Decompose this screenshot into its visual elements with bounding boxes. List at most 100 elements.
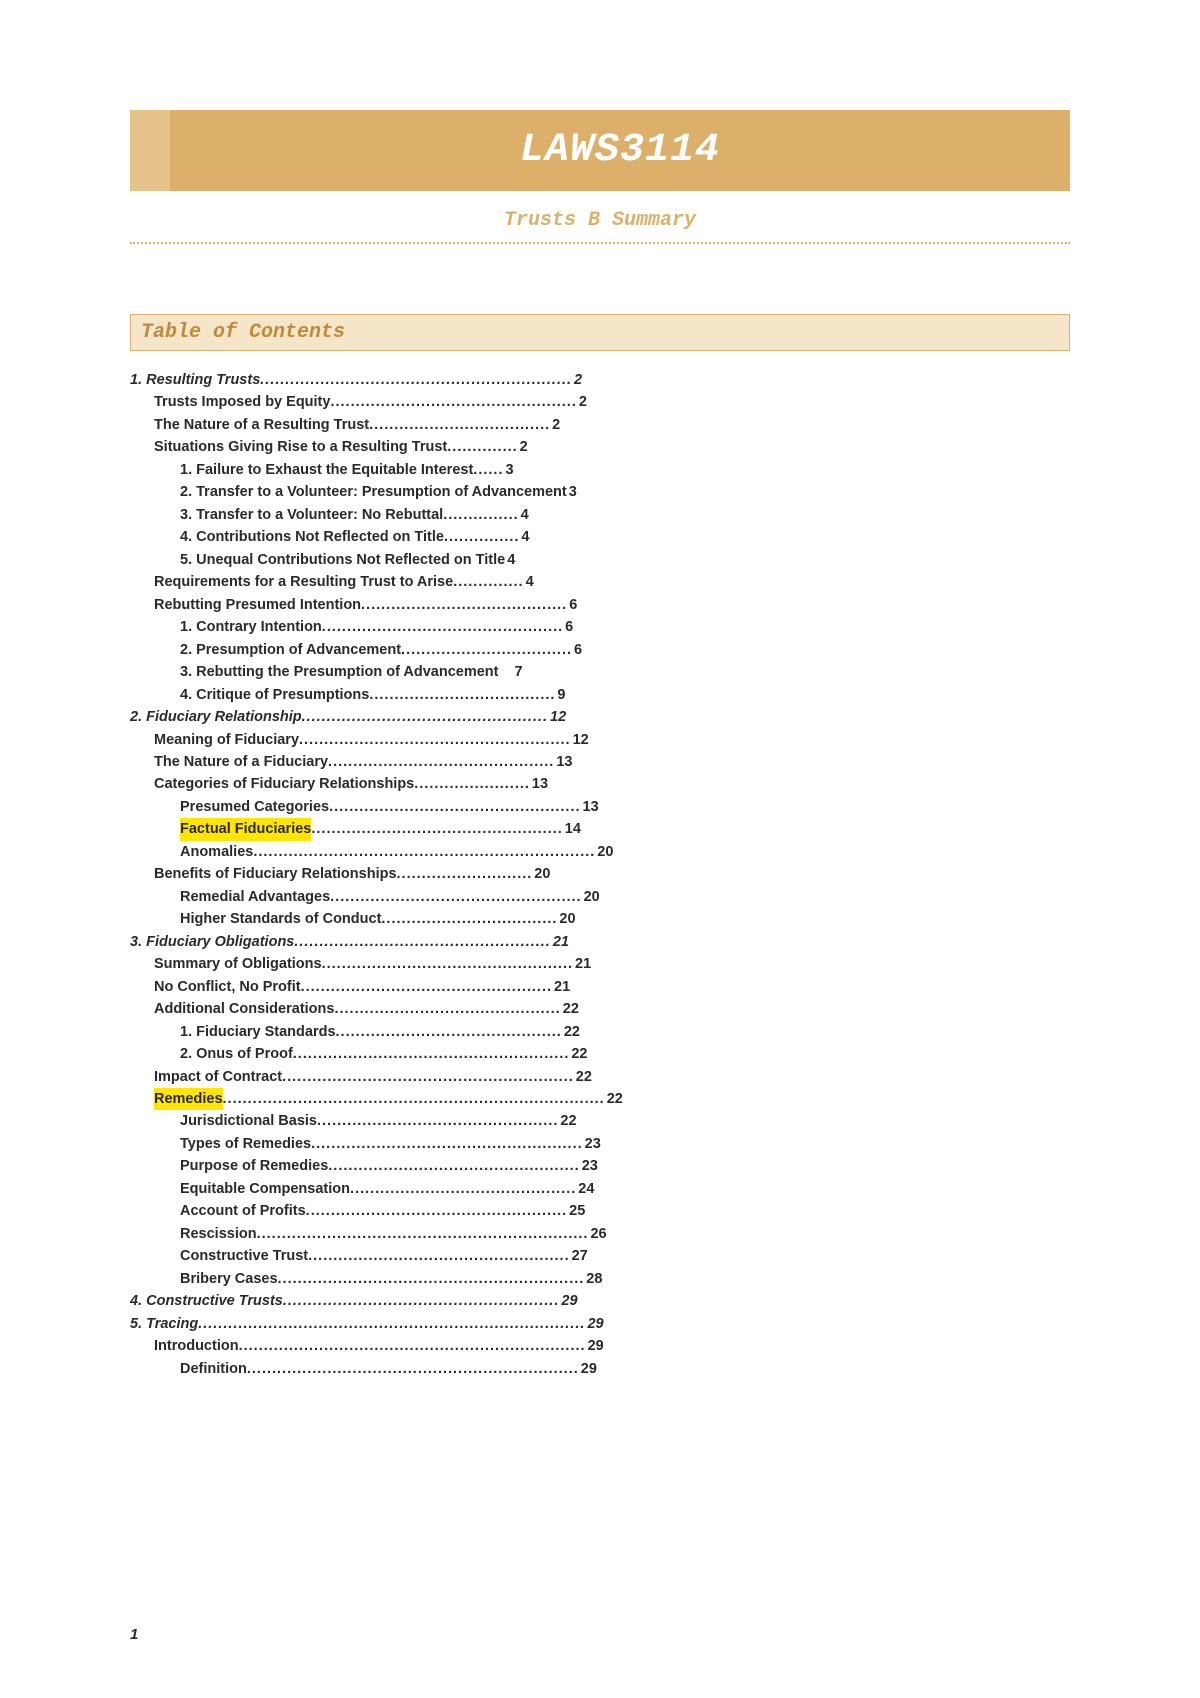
toc-leader: ........................................… [283, 1290, 560, 1312]
toc-label: Summary of Obligations [154, 953, 322, 975]
toc-label: Anomalies [180, 841, 253, 863]
table-of-contents: 1. Resulting Trusts.....................… [130, 369, 1070, 1380]
toc-leader: ........................................… [253, 841, 595, 863]
toc-label: Remedial Advantages [180, 886, 330, 908]
toc-label: 2. Presumption of Advancement [180, 639, 401, 661]
toc-entry: Categories of Fiduciary Relationships...… [154, 773, 1070, 795]
toc-leader: ........................................… [350, 1178, 576, 1200]
toc-label: 5. Unequal Contributions Not Reflected o… [180, 549, 505, 571]
toc-label: Meaning of Fiduciary [154, 729, 299, 751]
toc-page: 2 [518, 436, 528, 458]
toc-label: Jurisdictional Basis [180, 1110, 317, 1132]
toc-page: 26 [588, 1223, 606, 1245]
toc-page: 6 [567, 594, 577, 616]
toc-label: Benefits of Fiduciary Relationships [154, 863, 397, 885]
toc-page: 7 [513, 661, 523, 683]
toc-leader: .................................... [369, 414, 550, 436]
toc-entry: Trusts Imposed by Equity................… [154, 391, 1070, 413]
toc-page: 13 [581, 796, 599, 818]
toc-leader: ........................................… [330, 391, 576, 413]
toc-leader: ..................................... [369, 684, 555, 706]
toc-entry: 4. Critique of Presumptions.............… [180, 684, 1070, 706]
toc-label: Purpose of Remedies [180, 1155, 328, 1177]
toc-page: 12 [571, 729, 589, 751]
toc-leader: ........................... [397, 863, 533, 885]
toc-entry: 2. Fiduciary Relationship...............… [130, 706, 1070, 728]
toc-page: 28 [584, 1268, 602, 1290]
toc-page: 29 [559, 1290, 577, 1312]
toc-leader: ........................................… [322, 616, 563, 638]
toc-leader: ............... [443, 504, 518, 526]
toc-label: 3. Transfer to a Volunteer: No Rebuttal [180, 504, 443, 526]
toc-entry: Bribery Cases...........................… [180, 1268, 1070, 1290]
toc-label: Impact of Contract [154, 1066, 282, 1088]
toc-leader: ........................................… [329, 796, 580, 818]
toc-entry: Benefits of Fiduciary Relationships.....… [154, 863, 1070, 885]
toc-label: The Nature of a Resulting Trust [154, 414, 369, 436]
toc-label: 1. Resulting Trusts [130, 369, 260, 391]
toc-entry: 2. Presumption of Advancement...........… [180, 639, 1070, 661]
toc-page: 21 [552, 976, 570, 998]
toc-leader: ........................................… [308, 1245, 570, 1267]
toc-page: 29 [586, 1335, 604, 1357]
toc-entry: Rebutting Presumed Intention............… [154, 594, 1070, 616]
toc-leader: ................................... [381, 908, 557, 930]
title-banner: LAWS3114 [130, 110, 1070, 191]
toc-label: 2. Fiduciary Relationship [130, 706, 302, 728]
toc-leader: ........................................… [336, 1021, 562, 1043]
toc-label: Factual Fiduciaries [180, 818, 311, 840]
toc-page: 3 [503, 459, 513, 481]
toc-page: 29 [585, 1313, 603, 1335]
toc-page: 3 [567, 481, 577, 503]
toc-page: 27 [570, 1245, 588, 1267]
toc-leader: .............. [447, 436, 517, 458]
toc-label: No Conflict, No Profit [154, 976, 301, 998]
course-code: LAWS3114 [520, 128, 720, 173]
toc-label: 4. Contributions Not Reflected on Title [180, 526, 444, 548]
toc-leader: ........................................… [239, 1335, 586, 1357]
toc-entry: Impact of Contract......................… [154, 1066, 1070, 1088]
toc-label: Remedies [154, 1088, 223, 1110]
toc-label: Constructive Trust [180, 1245, 308, 1267]
toc-leader: ........................................… [322, 953, 573, 975]
toc-leader: ........................................… [328, 751, 554, 773]
toc-entry: The Nature of a Fiduciary...............… [154, 751, 1070, 773]
toc-entry: Types of Remedies.......................… [180, 1133, 1070, 1155]
toc-leader: ........................................… [311, 818, 562, 840]
toc-page: 21 [573, 953, 591, 975]
toc-entry: 1. Contrary Intention...................… [180, 616, 1070, 638]
toc-entry: Constructive Trust......................… [180, 1245, 1070, 1267]
toc-page: 25 [567, 1200, 585, 1222]
toc-page: 4 [519, 504, 529, 526]
toc-page: 23 [583, 1133, 601, 1155]
toc-page: 4 [505, 549, 515, 571]
toc-entry: Jurisdictional Basis....................… [180, 1110, 1070, 1132]
toc-entry: No Conflict, No Profit..................… [154, 976, 1070, 998]
toc-page: 22 [569, 1043, 587, 1065]
toc-leader: ........................................… [330, 886, 581, 908]
toc-leader: ........................................… [317, 1110, 558, 1132]
toc-label: Introduction [154, 1335, 239, 1357]
toc-entry: Additional Considerations...............… [154, 998, 1070, 1020]
toc-entry: Situations Giving Rise to a Resulting Tr… [154, 436, 1070, 458]
toc-entry: Rescission..............................… [180, 1223, 1070, 1245]
toc-label: Rebutting Presumed Intention [154, 594, 361, 616]
toc-leader: ............... [444, 526, 519, 548]
toc-page: 22 [562, 1021, 580, 1043]
toc-label: 4. Critique of Presumptions [180, 684, 369, 706]
toc-label: Situations Giving Rise to a Resulting Tr… [154, 436, 447, 458]
toc-entry: 3. Rebutting the Presumption of Advancem… [180, 661, 1070, 683]
toc-leader: ........................................… [293, 1043, 570, 1065]
toc-entry: 3. Fiduciary Obligations................… [130, 931, 1070, 953]
toc-page: 6 [563, 616, 573, 638]
document-page: LAWS3114 Trusts B Summary Table of Conte… [0, 0, 1200, 1440]
toc-leader: .................................. [401, 639, 572, 661]
divider [130, 242, 1070, 244]
toc-entry: 1. Failure to Exhaust the Equitable Inte… [180, 459, 1070, 481]
toc-label: The Nature of a Fiduciary [154, 751, 328, 773]
toc-leader: ........................................… [361, 594, 567, 616]
toc-entry: 1. Fiduciary Standards..................… [180, 1021, 1070, 1043]
toc-entry: 5. Unequal Contributions Not Reflected o… [180, 549, 1070, 571]
toc-page: 13 [554, 751, 572, 773]
toc-leader: ........................................… [301, 976, 552, 998]
